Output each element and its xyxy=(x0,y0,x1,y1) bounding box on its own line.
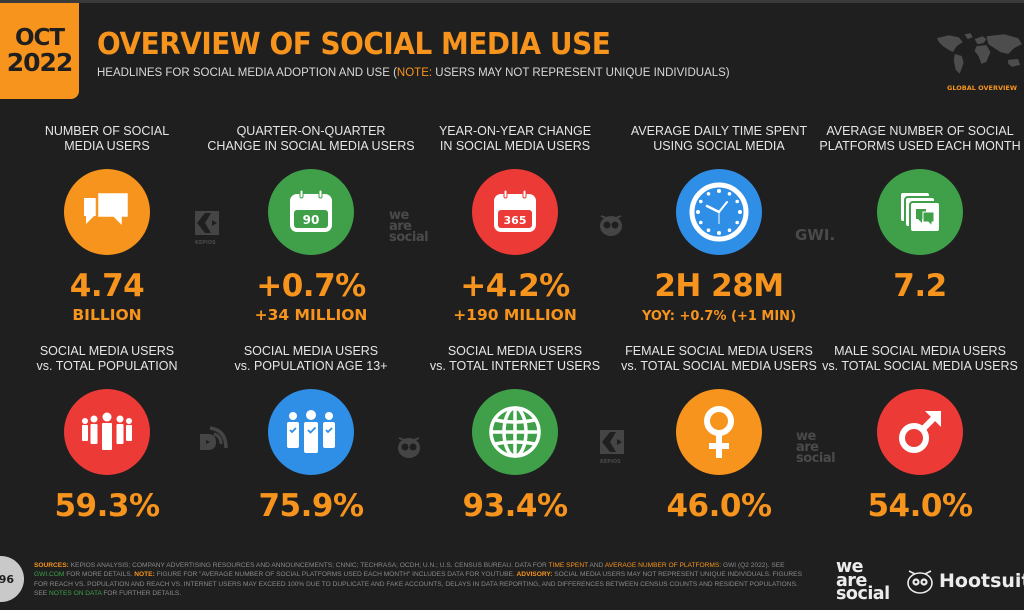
stat-qoq-change: QUARTER-ON-QUARTER CHANGE IN SOCIAL MEDIA… xyxy=(207,124,414,324)
stat-platforms: AVERAGE NUMBER OF SOCIAL PLATFORMS USED E… xyxy=(819,124,1021,304)
stat-label: NUMBER OF SOCIAL MEDIA USERS xyxy=(44,124,170,153)
stat-daily-time: AVERAGE DAILY TIME SPENT USING SOCIAL MED… xyxy=(619,124,819,324)
subtitle-note-text: USERS MAY NOT REPRESENT UNIQUE INDIVIDUA… xyxy=(432,67,730,79)
page-title: OVERVIEW OF SOCIAL MEDIA USE xyxy=(97,27,611,62)
stat-value: +0.7% xyxy=(256,268,366,304)
world-map-icon xyxy=(936,33,1023,74)
stat-label: SOCIAL MEDIA USERS vs. POPULATION AGE 13+ xyxy=(234,344,388,373)
stat-value: 75.9% xyxy=(258,488,364,524)
stat-label: QUARTER-ON-QUARTER CHANGE IN SOCIAL MEDIA… xyxy=(207,124,415,153)
hootsuite-owl-icon xyxy=(907,570,933,594)
stacked-platforms-icon xyxy=(877,169,963,255)
we-are-social-watermark: we are social xyxy=(796,429,836,466)
stat-value: 59.3% xyxy=(54,488,160,524)
stat-users-vs-population: SOCIAL MEDIA USERS vs. TOTAL POPULATION 5… xyxy=(7,344,207,524)
svg-text:365: 365 xyxy=(504,214,527,227)
we-are-social-logo: we are social xyxy=(836,557,890,604)
stat-label: SOCIAL MEDIA USERS vs. TOTAL INTERNET USE… xyxy=(429,344,601,373)
hootsuite-owl-watermark-icon xyxy=(600,215,622,236)
gwi-watermark: GWI. xyxy=(795,226,836,244)
stat-male-users: MALE SOCIAL MEDIA USERS vs. TOTAL SOCIAL … xyxy=(820,344,1020,524)
section-label: GLOBAL OVERVIEW xyxy=(947,84,1018,92)
stat-label: AVERAGE DAILY TIME SPENT USING SOCIAL MED… xyxy=(630,124,808,153)
stat-social-media-users: NUMBER OF SOCIAL MEDIA USERS 4.74 BILLION xyxy=(7,124,207,324)
subtitle-note-label: NOTE: xyxy=(396,67,433,79)
datareportal-watermark-icon xyxy=(200,426,228,450)
date-month: OCT xyxy=(14,24,65,51)
stat-users-vs-internet: SOCIAL MEDIA USERS vs. TOTAL INTERNET USE… xyxy=(415,344,615,524)
stat-subvalue: YOY: +0.7% (+1 MIN) xyxy=(641,309,797,324)
top-rule xyxy=(0,0,1024,3)
verified-people-icon xyxy=(268,389,354,475)
globe-icon xyxy=(472,389,558,475)
stat-subvalue: BILLION xyxy=(72,306,142,324)
we-are-social-watermark: we are social xyxy=(389,208,429,245)
calendar-365-icon: 365 xyxy=(472,169,558,255)
stat-value: 7.2 xyxy=(893,268,947,304)
date-year: 2022 xyxy=(6,47,74,77)
kepios-watermark: KEPIOS xyxy=(600,430,624,465)
stat-female-users: FEMALE SOCIAL MEDIA USERS vs. TOTAL SOCIA… xyxy=(619,344,819,524)
kepios-watermark: KEPIOS xyxy=(195,211,219,246)
stat-label: YEAR-ON-YEAR CHANGE IN SOCIAL MEDIA USERS xyxy=(438,124,592,153)
page-subtitle: HEADLINES FOR SOCIAL MEDIA ADOPTION AND … xyxy=(97,67,730,79)
female-symbol-icon xyxy=(676,389,762,475)
stat-value: +4.2% xyxy=(460,268,570,304)
speech-bubbles-icon xyxy=(64,169,150,255)
stat-value: 2H 28M xyxy=(654,268,784,304)
kepios-logo-icon xyxy=(600,430,624,454)
gwi-link[interactable]: GWI.COM xyxy=(34,571,65,579)
kepios-logo-icon xyxy=(195,211,219,235)
page-number: 96 xyxy=(0,556,24,602)
stat-label: MALE SOCIAL MEDIA USERS vs. TOTAL SOCIAL … xyxy=(822,344,1018,373)
subtitle-text: HEADLINES FOR SOCIAL MEDIA ADOPTION AND … xyxy=(97,67,397,79)
stat-value: 46.0% xyxy=(666,488,772,524)
stat-label: AVERAGE NUMBER OF SOCIAL PLATFORMS USED E… xyxy=(819,124,1021,153)
stat-yoy-change: YEAR-ON-YEAR CHANGE IN SOCIAL MEDIA USERS… xyxy=(415,124,615,324)
hootsuite-wordmark: Hootsuite xyxy=(939,570,1024,592)
stat-value: 4.74 xyxy=(69,268,145,304)
hootsuite-logo: Hootsuite xyxy=(906,568,1024,594)
crowd-icon xyxy=(64,389,150,475)
stat-label: FEMALE SOCIAL MEDIA USERS vs. TOTAL SOCIA… xyxy=(621,344,817,373)
stat-users-vs-13plus: SOCIAL MEDIA USERS vs. POPULATION AGE 13+… xyxy=(211,344,411,524)
stat-label: SOCIAL MEDIA USERS vs. TOTAL POPULATION xyxy=(36,344,178,373)
hootsuite-owl-watermark-icon xyxy=(398,437,420,458)
footer-sources: SOURCES: KEPIOS ANALYSIS; COMPANY ADVERT… xyxy=(34,562,802,598)
stat-subvalue: +190 MILLION xyxy=(453,306,577,324)
calendar-90-icon: 90 xyxy=(268,169,354,255)
male-symbol-icon xyxy=(877,389,963,475)
date-badge: OCT 2022 xyxy=(0,3,79,99)
stat-subvalue: +34 MILLION xyxy=(254,306,368,324)
svg-text:90: 90 xyxy=(303,213,320,227)
stat-value: 54.0% xyxy=(867,488,973,524)
notes-on-data-link[interactable]: NOTES ON DATA xyxy=(49,590,102,598)
clock-icon xyxy=(676,169,762,255)
stat-value: 93.4% xyxy=(462,488,568,524)
